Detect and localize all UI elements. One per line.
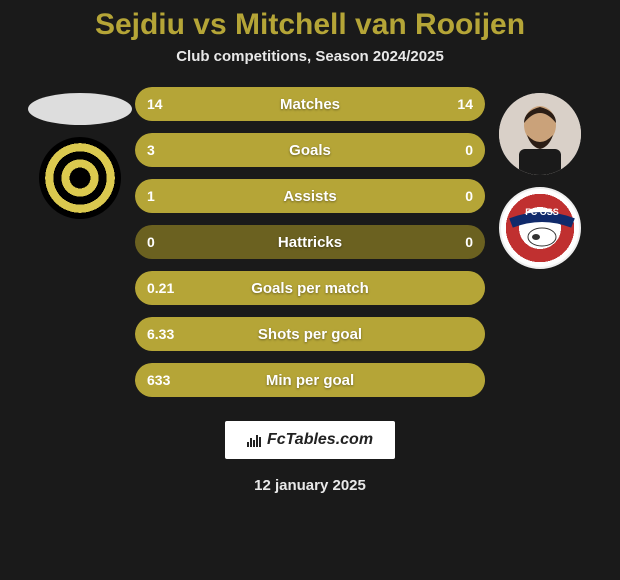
stat-bar: 633 Min per goal — [135, 363, 485, 397]
bar-label: Min per goal — [266, 372, 354, 389]
subtitle: Club competitions, Season 2024/2025 — [176, 48, 444, 65]
stat-bar: 0.21 Goals per match — [135, 271, 485, 305]
stat-bars: 14 Matches 14 3 Goals 0 1 Assists 0 0 Hattricks 0 0.… — [135, 87, 485, 397]
stat-bar: 14 Matches 14 — [135, 87, 485, 121]
bar-label: Shots per goal — [258, 326, 362, 343]
stat-bar: 6.33 Shots per goal — [135, 317, 485, 351]
player1-column — [25, 87, 135, 219]
stat-bar: 0 Hattricks 0 — [135, 225, 485, 259]
bar-value-right: 0 — [465, 188, 473, 204]
bar-value-right: 0 — [465, 234, 473, 250]
bar-value-left: 0.21 — [147, 280, 174, 296]
bar-value-left: 0 — [147, 234, 155, 250]
player2-club-badge: FC OSS — [499, 187, 581, 269]
player1-avatar — [28, 93, 132, 125]
stats-area: 14 Matches 14 3 Goals 0 1 Assists 0 0 Hattricks 0 0.… — [0, 87, 620, 397]
bar-value-left: 1 — [147, 188, 155, 204]
bar-value-right: 14 — [457, 96, 473, 112]
bar-value-left: 633 — [147, 372, 170, 388]
player2-avatar — [499, 93, 581, 175]
bar-label: Assists — [283, 188, 336, 205]
player2-column: FC OSS — [485, 87, 595, 269]
chart-icon — [247, 433, 261, 447]
comparison-card: Sejdiu vs Mitchell van Rooijen Club comp… — [0, 0, 620, 580]
bar-label: Goals — [289, 142, 331, 159]
bar-value-left: 6.33 — [147, 326, 174, 342]
svg-text:FC OSS: FC OSS — [525, 207, 559, 217]
player1-club-badge — [39, 137, 121, 219]
bar-label: Matches — [280, 96, 340, 113]
stat-bar: 3 Goals 0 — [135, 133, 485, 167]
bar-value-left: 14 — [147, 96, 163, 112]
brand-badge: FcTables.com — [225, 421, 395, 459]
bar-value-right: 0 — [465, 142, 473, 158]
stat-bar: 1 Assists 0 — [135, 179, 485, 213]
title: Sejdiu vs Mitchell van Rooijen — [95, 8, 525, 42]
brand-text: FcTables.com — [267, 431, 373, 449]
bar-label: Goals per match — [251, 280, 369, 297]
bar-label: Hattricks — [278, 234, 342, 251]
date: 12 january 2025 — [254, 477, 366, 494]
bar-value-left: 3 — [147, 142, 155, 158]
